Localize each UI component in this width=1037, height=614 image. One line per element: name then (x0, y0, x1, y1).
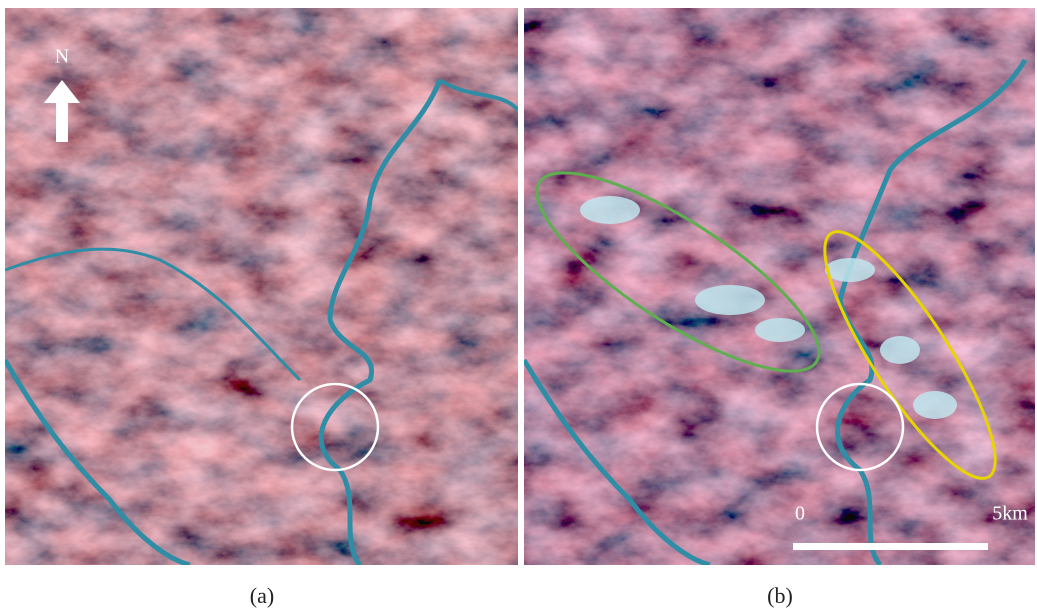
terrain-texture (524, 8, 1035, 565)
figure: N 0 5km (a) (b) (0, 0, 1037, 614)
scale-bar (793, 543, 988, 550)
panel-b: 0 5km (512, 8, 1035, 565)
terrain-texture (5, 8, 518, 565)
panel-label: (b) (767, 583, 793, 608)
north-label: N (55, 46, 69, 68)
panel-label: (a) (250, 583, 274, 608)
scale-end-label: 5km (992, 503, 1028, 525)
scale-start-label: 0 (795, 503, 805, 525)
panel-a: N (5, 8, 518, 565)
